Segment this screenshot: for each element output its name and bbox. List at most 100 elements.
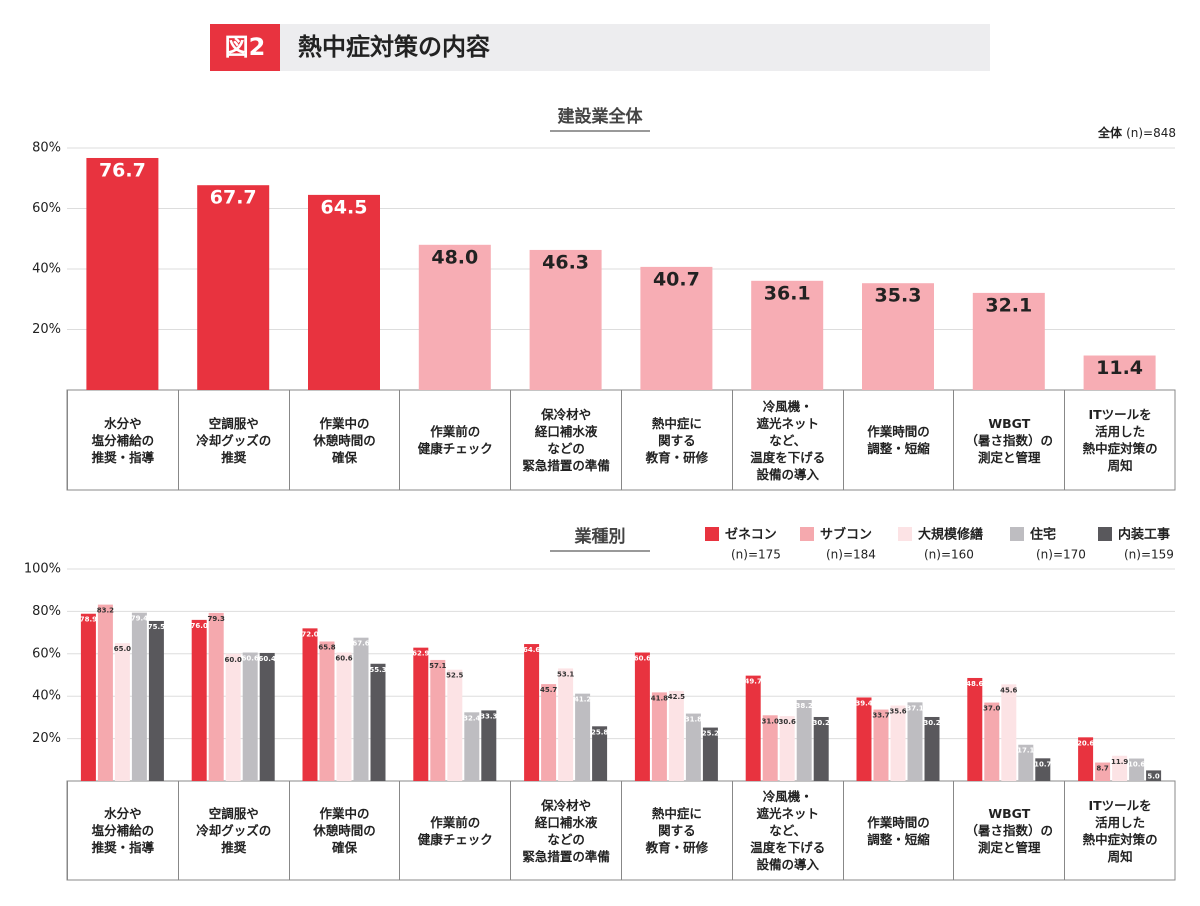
value-label: 11.4 xyxy=(1096,357,1143,379)
value-label: 49.7 xyxy=(745,678,762,686)
bar xyxy=(651,692,667,781)
bar xyxy=(1001,684,1017,781)
category-label: 作業時間の 調整・短縮 xyxy=(842,781,954,880)
bar xyxy=(1095,762,1111,781)
value-label: 41.2 xyxy=(574,696,591,704)
bar xyxy=(967,677,983,781)
y-tick-label: 20% xyxy=(32,731,61,746)
value-label: 39.4 xyxy=(855,699,872,707)
legend-swatch xyxy=(1098,527,1112,541)
value-label: 60.4 xyxy=(259,655,276,663)
legend-label: 大規模修繕 xyxy=(918,527,983,543)
bar xyxy=(541,684,557,781)
value-label: 78.9 xyxy=(80,616,97,624)
category-label: 冷風機・ 遮光ネット など、 温度を下げる 設備の導入 xyxy=(731,390,843,490)
value-label: 32.4 xyxy=(463,714,480,722)
value-label: 37.1 xyxy=(906,704,923,712)
bar xyxy=(796,700,812,781)
bar xyxy=(353,637,369,781)
bar xyxy=(413,647,429,781)
bar xyxy=(430,659,446,781)
bar xyxy=(890,705,906,781)
bar xyxy=(370,663,386,781)
value-label: 41.8 xyxy=(651,694,668,702)
value-label: 60.0 xyxy=(225,656,242,664)
value-label: 75.5 xyxy=(148,623,165,631)
legend-label: 内装工事 xyxy=(1118,527,1170,543)
value-label: 60.6 xyxy=(634,655,651,663)
bar xyxy=(1129,758,1145,781)
value-label: 10.7 xyxy=(1034,760,1051,768)
value-label: 45.6 xyxy=(1000,686,1017,694)
y-tick-label: 100% xyxy=(24,562,61,577)
value-label: 30.2 xyxy=(813,719,830,727)
value-label: 53.1 xyxy=(557,670,574,678)
bar xyxy=(302,628,318,781)
bar xyxy=(558,668,574,781)
value-label: 62.9 xyxy=(412,650,429,658)
value-label: 45.7 xyxy=(540,686,557,694)
category-label: 作業時間の 調整・短縮 xyxy=(842,390,954,490)
bar xyxy=(97,604,113,781)
value-label: 37.0 xyxy=(983,705,1000,713)
category-label: WBGT （暑さ指数）の 測定と管理 xyxy=(953,390,1064,490)
value-label: 11.9 xyxy=(1111,758,1128,766)
category-label: 作業前の 健康チェック xyxy=(399,390,510,490)
legend-label: サブコン xyxy=(820,527,872,543)
bar xyxy=(225,653,241,781)
value-label: 25.2 xyxy=(702,730,719,738)
note: 全体 (n)=848 xyxy=(1097,125,1176,140)
value-label: 55.3 xyxy=(369,666,386,674)
category-label: ITツールを 活用した 熱中症対策の 周知 xyxy=(1064,781,1175,880)
bar xyxy=(640,266,713,390)
bar xyxy=(856,697,872,781)
bar xyxy=(1146,770,1162,781)
value-label: 46.3 xyxy=(542,251,589,273)
value-label: 32.1 xyxy=(985,294,1032,316)
y-tick-label: 60% xyxy=(32,646,61,661)
value-label: 64.5 xyxy=(321,196,368,218)
y-tick-label: 80% xyxy=(32,604,61,619)
category-label: ITツールを 活用した 熱中症対策の 周知 xyxy=(1064,390,1175,490)
bar xyxy=(972,292,1045,390)
value-label: 35.3 xyxy=(875,285,922,307)
y-tick-label: 40% xyxy=(32,689,61,704)
value-label: 33.7 xyxy=(872,712,889,720)
bar xyxy=(481,710,497,781)
category-label: 熱中症に 関する 教育・研修 xyxy=(621,781,732,880)
value-label: 25.8 xyxy=(591,728,608,736)
bar xyxy=(685,713,701,781)
note-label: 全体 xyxy=(1097,125,1123,140)
bar xyxy=(779,716,795,781)
bar xyxy=(148,620,164,781)
bar xyxy=(1018,744,1034,781)
bar xyxy=(131,612,147,781)
legend-swatch xyxy=(705,527,719,541)
category-label: 作業前の 健康チェック xyxy=(399,781,510,880)
legend-swatch xyxy=(898,527,912,541)
category-label: 空調服や 冷却グッズの 推奨 xyxy=(177,781,289,880)
value-label: 30.2 xyxy=(923,719,940,727)
value-label: 36.1 xyxy=(764,282,811,304)
figure-title: 熱中症対策の内容 xyxy=(298,33,490,61)
bar xyxy=(1112,755,1128,781)
legend-n: (n)=170 xyxy=(1036,548,1086,562)
legend-n: (n)=175 xyxy=(731,548,781,562)
value-label: 48.6 xyxy=(966,680,983,688)
bar xyxy=(524,644,540,781)
bar xyxy=(762,715,778,781)
bar xyxy=(813,716,829,781)
bar xyxy=(319,641,335,781)
bar xyxy=(634,652,650,781)
value-label: 30.6 xyxy=(779,718,796,726)
value-label: 79.3 xyxy=(208,615,225,623)
category-label: 熱中症に 関する 教育・研修 xyxy=(621,390,732,490)
value-label: 83.2 xyxy=(97,607,114,615)
value-label: 40.7 xyxy=(653,268,700,290)
value-label: 79.4 xyxy=(131,615,148,623)
category-label: 空調服や 冷却グッズの 推奨 xyxy=(177,390,289,490)
bar xyxy=(86,157,159,390)
bar xyxy=(873,709,889,781)
